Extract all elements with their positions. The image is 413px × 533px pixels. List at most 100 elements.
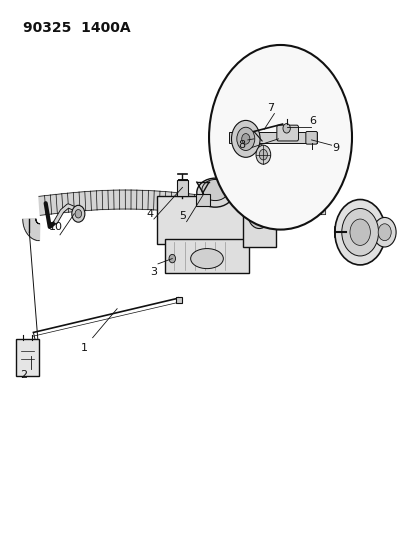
Polygon shape [24,221,36,229]
Polygon shape [62,193,69,213]
Polygon shape [300,197,304,214]
Polygon shape [280,197,284,214]
Polygon shape [24,220,36,225]
Polygon shape [27,222,37,234]
Polygon shape [29,223,38,237]
FancyBboxPatch shape [305,132,316,144]
Circle shape [231,120,259,157]
Polygon shape [85,191,91,211]
Polygon shape [67,192,74,212]
Text: 5: 5 [178,212,185,221]
Polygon shape [26,222,37,232]
Polygon shape [23,220,36,222]
Circle shape [247,199,270,229]
Polygon shape [147,191,154,210]
Polygon shape [176,192,183,212]
Polygon shape [36,224,39,240]
Polygon shape [187,194,194,213]
Polygon shape [24,221,36,228]
Text: 90325  1400A: 90325 1400A [23,21,131,35]
Polygon shape [320,197,325,214]
Polygon shape [304,197,309,214]
Polygon shape [142,190,148,209]
Circle shape [341,208,377,256]
Polygon shape [28,222,37,235]
Circle shape [209,45,351,230]
Polygon shape [39,224,40,241]
Polygon shape [39,196,46,215]
Polygon shape [288,197,292,214]
Polygon shape [79,192,85,211]
FancyBboxPatch shape [242,181,275,247]
Text: 2: 2 [19,369,27,379]
Polygon shape [73,192,80,212]
Text: 1: 1 [81,343,88,353]
Circle shape [71,205,85,222]
Circle shape [349,219,370,245]
FancyBboxPatch shape [176,297,182,303]
FancyBboxPatch shape [16,340,39,376]
Polygon shape [31,223,38,238]
Polygon shape [25,221,36,231]
Polygon shape [25,221,36,230]
Ellipse shape [202,180,228,200]
Polygon shape [313,197,316,214]
Polygon shape [37,224,39,240]
Polygon shape [23,220,36,224]
FancyBboxPatch shape [164,239,249,273]
Polygon shape [23,219,36,220]
Circle shape [255,145,270,164]
Text: 3: 3 [150,267,157,277]
Polygon shape [24,221,36,228]
Text: 9: 9 [331,143,338,153]
Polygon shape [276,197,280,214]
Circle shape [75,209,81,218]
FancyBboxPatch shape [157,196,273,244]
Polygon shape [35,223,39,240]
Polygon shape [33,223,38,239]
Polygon shape [119,190,125,209]
Polygon shape [23,220,36,225]
Polygon shape [34,223,38,240]
Polygon shape [309,197,313,214]
Polygon shape [125,190,131,209]
Polygon shape [32,223,38,238]
Polygon shape [204,196,211,215]
Text: 6: 6 [309,116,316,126]
Circle shape [241,134,249,144]
Polygon shape [170,192,177,212]
Polygon shape [38,224,39,240]
Polygon shape [26,222,37,233]
Circle shape [252,205,265,222]
Polygon shape [153,191,159,210]
Circle shape [169,254,175,263]
Text: 4: 4 [146,209,153,219]
Polygon shape [32,223,38,239]
Circle shape [236,127,254,150]
Circle shape [373,217,395,247]
Polygon shape [131,190,137,209]
Text: 10: 10 [49,222,63,232]
Polygon shape [284,197,288,214]
Polygon shape [96,191,102,210]
Polygon shape [23,219,36,221]
Polygon shape [23,219,36,222]
FancyBboxPatch shape [276,125,298,141]
Polygon shape [272,197,276,214]
Circle shape [259,149,267,160]
Polygon shape [268,197,272,214]
Polygon shape [114,190,119,209]
Polygon shape [26,222,37,232]
Ellipse shape [190,248,223,269]
Polygon shape [296,197,300,214]
Polygon shape [164,192,171,211]
Polygon shape [193,195,200,214]
Polygon shape [90,191,97,210]
Polygon shape [316,197,320,214]
Polygon shape [30,223,38,237]
Circle shape [377,224,390,241]
Polygon shape [33,223,38,239]
Polygon shape [199,195,206,215]
Text: 7: 7 [266,103,273,114]
Polygon shape [50,195,57,214]
